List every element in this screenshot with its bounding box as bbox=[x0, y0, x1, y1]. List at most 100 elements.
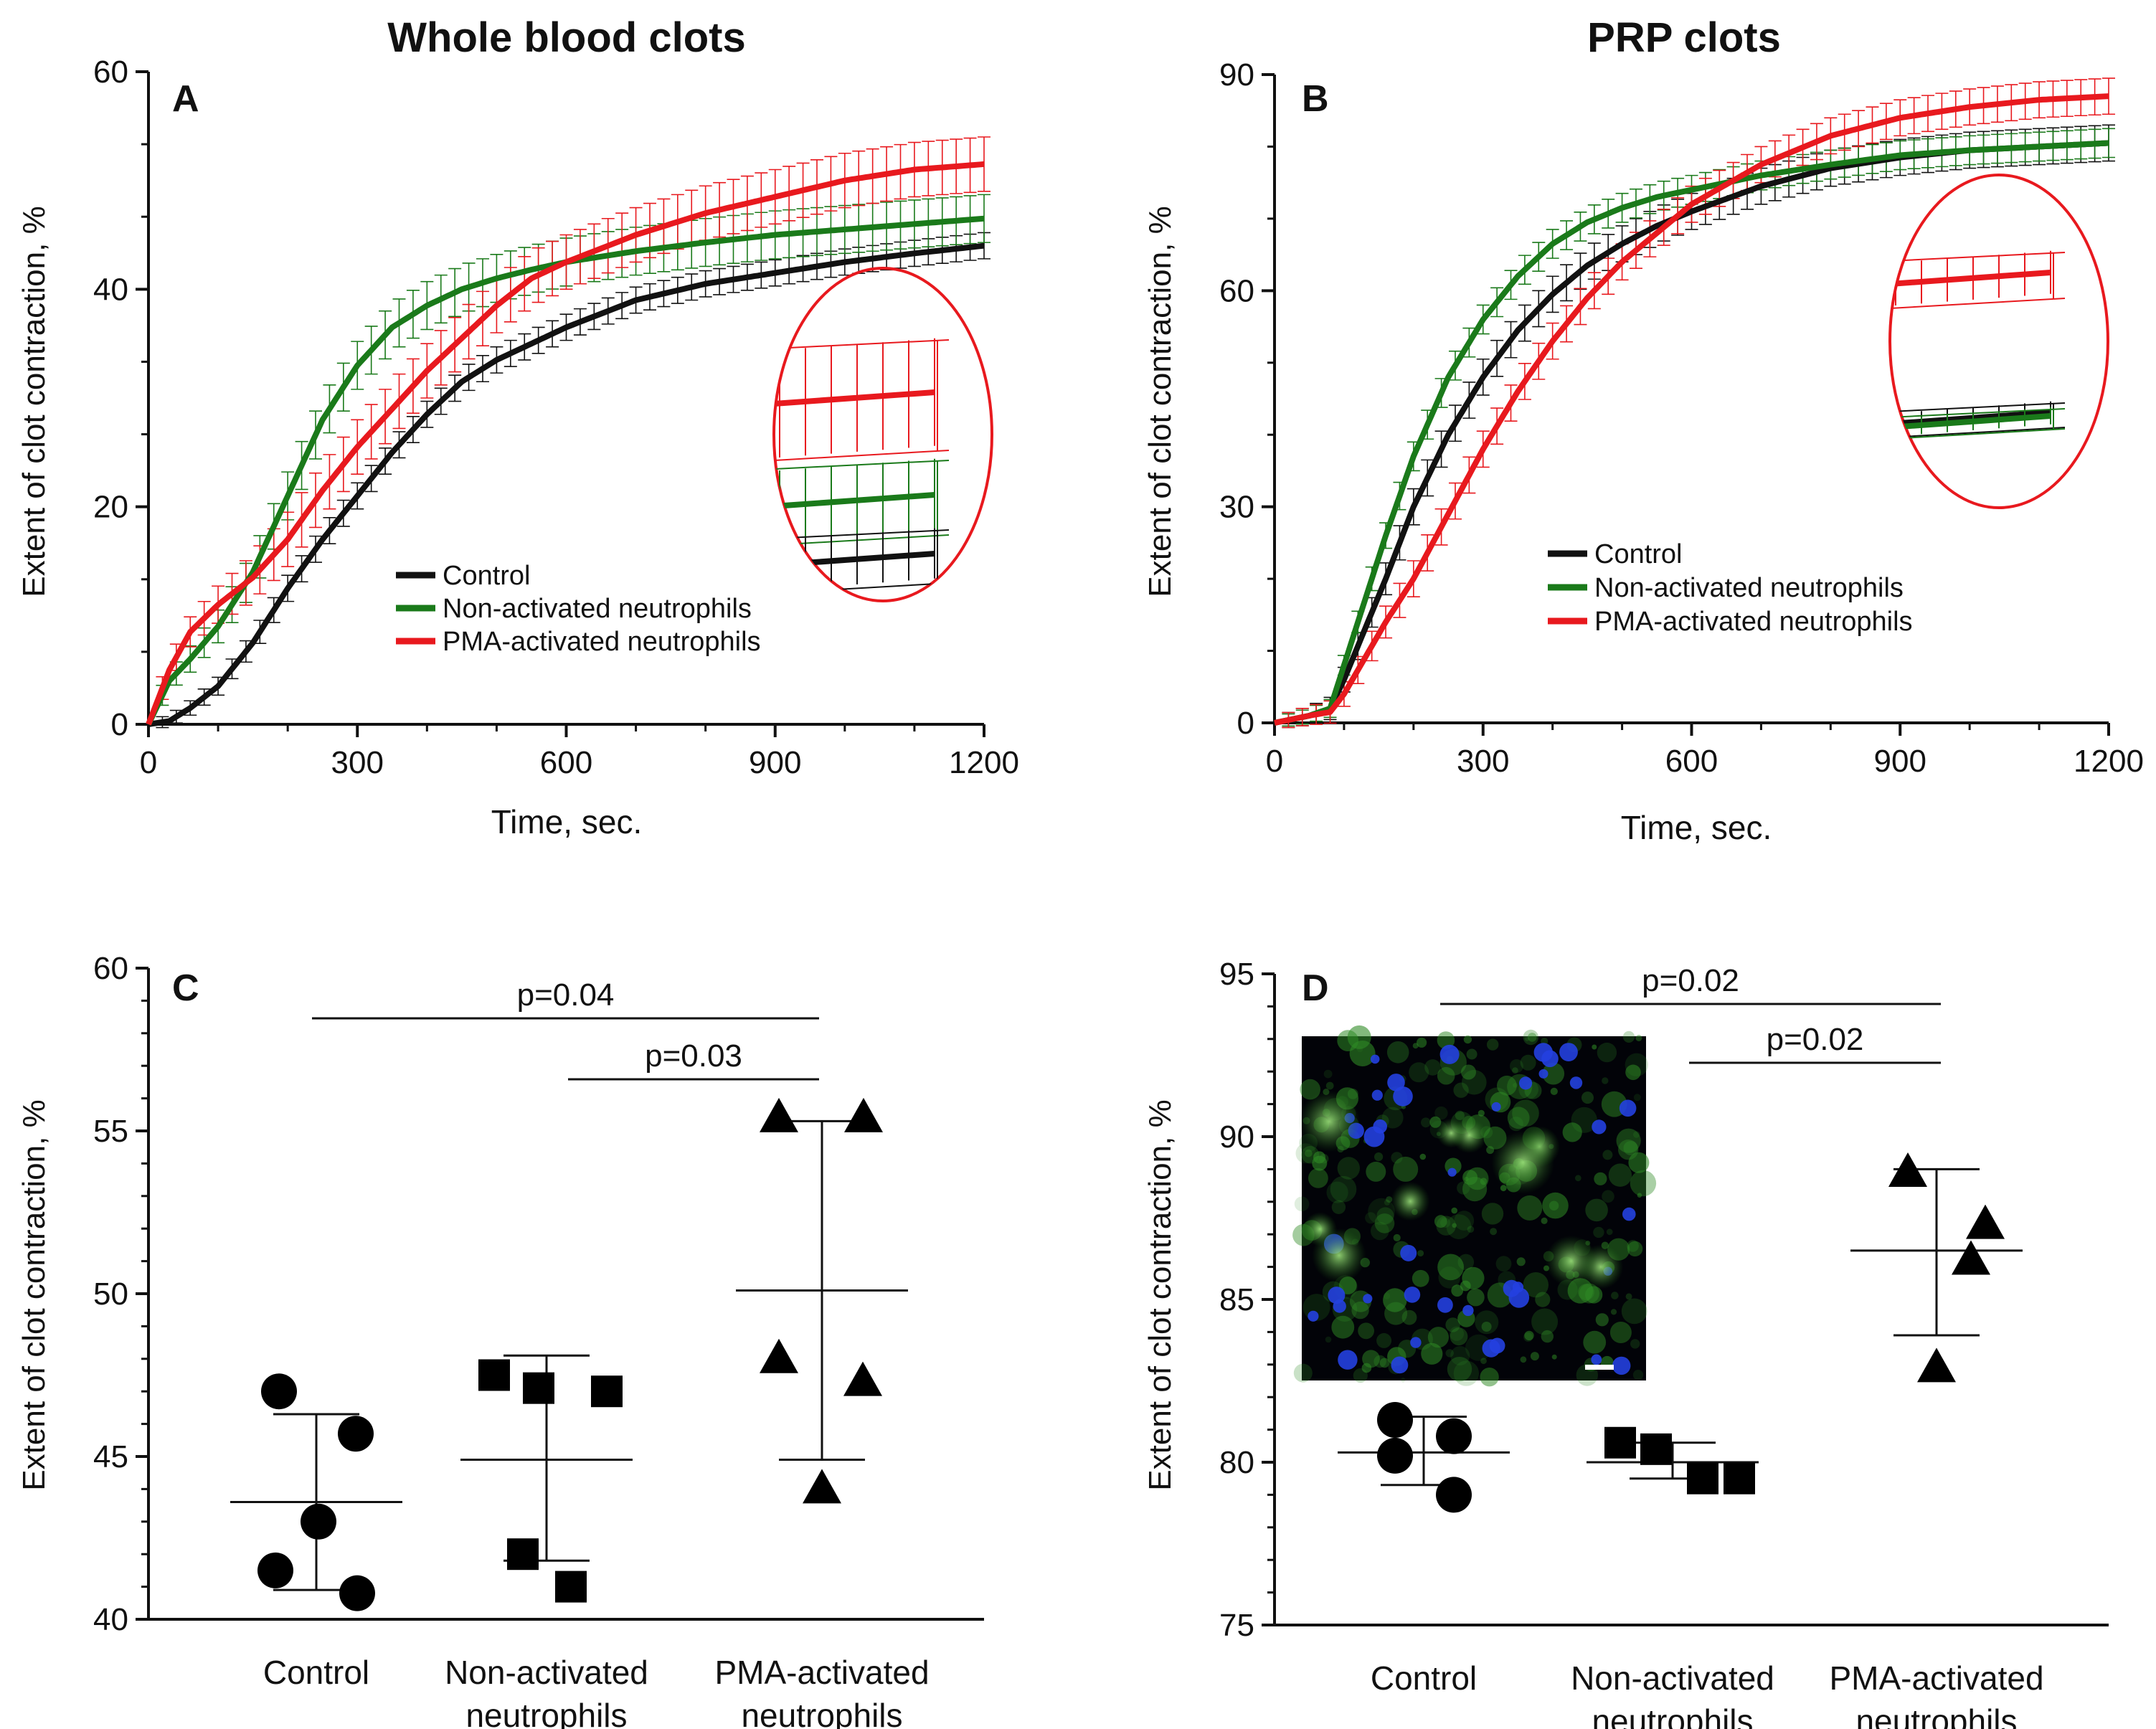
x-tick-label: 900 bbox=[749, 745, 801, 780]
panel-d-categories: Control Non-activated neutrophils PMA-activ… bbox=[1371, 1659, 2044, 1729]
panel-c-significance: p=0.04 p=0.03 bbox=[312, 977, 819, 1081]
x-tick-label: 0 bbox=[1266, 744, 1283, 779]
x-tick-label: 600 bbox=[1665, 744, 1718, 779]
group-2-markers bbox=[1850, 1152, 2023, 1383]
panel-a-letter: A bbox=[172, 78, 199, 120]
micrograph-fibrin-speck bbox=[1461, 1064, 1476, 1080]
data-point-circle bbox=[261, 1373, 297, 1410]
micrograph-nucleus bbox=[1519, 1076, 1533, 1090]
panel-b-legend: Control Non-activated neutrophils PMA-acti… bbox=[1548, 539, 1913, 637]
panel-b-zoom-inset bbox=[1888, 174, 2109, 509]
micrograph-fibrin-speck bbox=[1305, 1149, 1313, 1157]
panel-d-significance: p=0.02 p=0.02 bbox=[1440, 963, 1941, 1064]
micrograph-nucleus bbox=[1328, 1287, 1346, 1304]
micrograph-fibrin-speck bbox=[1438, 1266, 1461, 1289]
micrograph-fibrin-speck bbox=[1463, 1035, 1472, 1044]
y-tick-label: 40 bbox=[93, 272, 128, 307]
micrograph-fibrin-speck bbox=[1637, 1193, 1642, 1198]
micrograph-nucleus bbox=[1338, 1350, 1358, 1370]
panel-b-ylabel: Extent of clot contraction, % bbox=[1143, 206, 1178, 597]
legend-label: Non-activated neutrophils bbox=[1594, 573, 1904, 603]
micrograph-fibrin-speck bbox=[1583, 1330, 1607, 1354]
micrograph-nucleus bbox=[1363, 1126, 1385, 1147]
x-tick-label: 0 bbox=[140, 745, 157, 780]
micrograph-fibrin-speck bbox=[1361, 1363, 1372, 1373]
x-tick-label: 1200 bbox=[2074, 744, 2144, 779]
panel-a-series bbox=[146, 136, 990, 729]
micrograph-nucleus bbox=[1612, 1356, 1631, 1375]
micrograph-nucleus bbox=[1622, 1207, 1636, 1221]
micrograph-fibrin-speck bbox=[1495, 1256, 1512, 1272]
data-point-square bbox=[1640, 1433, 1672, 1465]
x-tick-label: 1200 bbox=[949, 745, 1019, 780]
micrograph-fibrin-speck bbox=[1457, 1181, 1470, 1195]
group-0-markers bbox=[230, 1373, 402, 1611]
panel-b-series bbox=[1274, 77, 2115, 729]
panel-b-line-chart: PRP clots B Extent of clot contraction, … bbox=[1143, 14, 2144, 846]
micrograph-cell-cluster bbox=[1312, 1228, 1366, 1283]
inset-error-cap-line bbox=[774, 534, 950, 546]
micrograph-fibrin-speck bbox=[1627, 1241, 1643, 1257]
inset-error-cap-line bbox=[1890, 427, 2066, 438]
micrograph-fibrin-speck bbox=[1446, 1214, 1472, 1239]
micrograph-fibrin-speck bbox=[1437, 1031, 1455, 1049]
micrograph-fibrin-speck bbox=[1323, 1069, 1333, 1079]
y-tick-label: 90 bbox=[1219, 57, 1254, 93]
micrograph-fibrin-speck bbox=[1386, 1041, 1409, 1064]
micrograph-fibrin-speck bbox=[1376, 1332, 1392, 1348]
panel-c-letter: C bbox=[172, 967, 199, 1009]
micrograph-fibrin-speck bbox=[1325, 1081, 1334, 1090]
micrograph-cell-cluster bbox=[1491, 1131, 1555, 1194]
panel-d-letter: D bbox=[1302, 967, 1329, 1009]
y-tick-label: 60 bbox=[93, 951, 128, 986]
micrograph-fibrin-speck bbox=[1374, 1213, 1395, 1233]
micrograph-fibrin-speck bbox=[1520, 1356, 1527, 1363]
inset-error-cap-line bbox=[1890, 402, 2066, 412]
data-point-triangle bbox=[843, 1361, 882, 1396]
micrograph-nucleus bbox=[1503, 1279, 1521, 1297]
micrograph-fibrin-speck bbox=[1383, 1288, 1407, 1312]
panel-a-title: Whole blood clots bbox=[387, 14, 745, 61]
data-point-triangle bbox=[760, 1338, 798, 1373]
micrograph-nucleus bbox=[1410, 1337, 1422, 1348]
micrograph-cell-cluster bbox=[1298, 1090, 1360, 1152]
micrograph-nucleus bbox=[1437, 1297, 1453, 1313]
data-point-triangle bbox=[1917, 1347, 1956, 1383]
micrograph-fibrin-speck bbox=[1337, 1157, 1361, 1180]
data-point-triangle bbox=[1966, 1204, 2005, 1239]
y-tick-label: 30 bbox=[1219, 490, 1254, 525]
micrograph-fibrin-speck bbox=[1621, 1298, 1647, 1325]
micrograph-fibrin-speck bbox=[1452, 1223, 1457, 1228]
micrograph-nucleus bbox=[1308, 1310, 1319, 1322]
micrograph-fibrin-speck bbox=[1524, 1036, 1530, 1041]
inset-error-cap-line bbox=[1890, 408, 2066, 418]
micrograph-fibrin-speck bbox=[1362, 1350, 1380, 1368]
micrograph-fibrin-speck bbox=[1293, 1363, 1313, 1383]
micrograph-fibrin-speck bbox=[1477, 1109, 1485, 1117]
micrograph-fibrin-speck bbox=[1592, 1044, 1597, 1050]
micrograph-fibrin-speck bbox=[1409, 1062, 1429, 1083]
micrograph-fibrin-speck bbox=[1434, 1106, 1448, 1120]
category-label: Control bbox=[1371, 1659, 1477, 1697]
micrograph-fibrin-speck bbox=[1449, 1326, 1465, 1341]
micrograph-fibrin-speck bbox=[1466, 1048, 1477, 1060]
micrograph-fibrin-speck bbox=[1512, 1067, 1518, 1074]
panel-d-dot-plot: D Extent of clot contraction, % 75 80 85 90… bbox=[1143, 957, 2109, 1729]
data-point-triangle bbox=[803, 1469, 841, 1504]
micrograph-fibrin-speck bbox=[1384, 1302, 1408, 1325]
series-line-non-activated-neutrophils bbox=[1274, 140, 2109, 726]
panel-b-inset-ring bbox=[1888, 174, 2109, 509]
micrograph-fibrin-speck bbox=[1427, 1327, 1449, 1348]
micrograph-nucleus bbox=[1391, 1356, 1409, 1374]
micrograph-fibrin-speck bbox=[1633, 1094, 1641, 1102]
micrograph-fibrin-speck bbox=[1523, 1029, 1538, 1046]
inset-series-line bbox=[1890, 409, 2051, 427]
legend-label: PMA-activated neutrophils bbox=[1594, 607, 1913, 637]
micrograph-fibrin-speck bbox=[1337, 1030, 1359, 1051]
legend-label: Non-activated neutrophils bbox=[443, 594, 752, 624]
panel-b-xlabel: Time, sec. bbox=[1621, 809, 1772, 846]
micrograph-fibrin-speck bbox=[1630, 1170, 1657, 1197]
micrograph-fibrin-speck bbox=[1527, 1033, 1537, 1042]
inset-series-line bbox=[774, 492, 935, 509]
